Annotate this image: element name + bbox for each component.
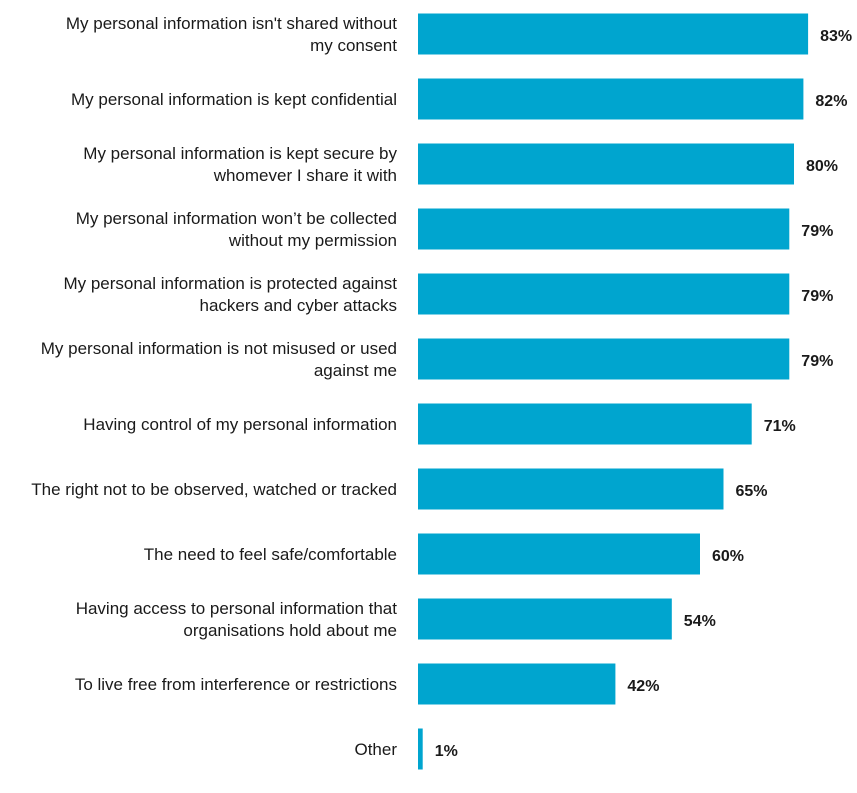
category-label: My personal information is kept secure b… [83, 144, 397, 185]
bar [418, 13, 809, 55]
category-label: My personal information isn't shared wit… [66, 14, 397, 55]
bar [418, 468, 724, 510]
value-label: 42% [627, 678, 659, 695]
value-label: 79% [801, 353, 833, 370]
value-label: 1% [435, 743, 458, 760]
bar [418, 78, 804, 120]
bar [418, 338, 790, 380]
category-label: My personal information is protected aga… [63, 274, 397, 315]
category-label: My personal information is kept confiden… [71, 90, 397, 109]
category-label: Having access to personal information th… [76, 599, 398, 640]
bar [418, 533, 700, 575]
category-label: My personal information is not misused o… [41, 339, 397, 380]
category-label: The right not to be observed, watched or… [31, 480, 397, 499]
bar [418, 273, 790, 315]
value-label: 79% [801, 223, 833, 240]
value-label: 79% [801, 288, 833, 305]
value-label: 71% [764, 418, 796, 435]
category-label: The need to feel safe/comfortable [144, 545, 397, 564]
value-label: 60% [712, 548, 744, 565]
bar [418, 143, 794, 185]
value-label: 80% [806, 158, 838, 175]
bar [418, 403, 752, 445]
category-label: To live free from interference or restri… [75, 675, 397, 694]
category-label: My personal information won’t be collect… [76, 209, 397, 250]
value-label: 65% [736, 483, 768, 500]
bar [418, 663, 616, 705]
value-label: 82% [815, 93, 847, 110]
bar [418, 598, 672, 640]
bar [418, 728, 423, 770]
category-label: Other [354, 740, 397, 759]
bar [418, 208, 790, 250]
value-label: 54% [684, 613, 716, 630]
value-label: 83% [820, 28, 852, 45]
category-label: Having control of my personal informatio… [83, 415, 397, 434]
